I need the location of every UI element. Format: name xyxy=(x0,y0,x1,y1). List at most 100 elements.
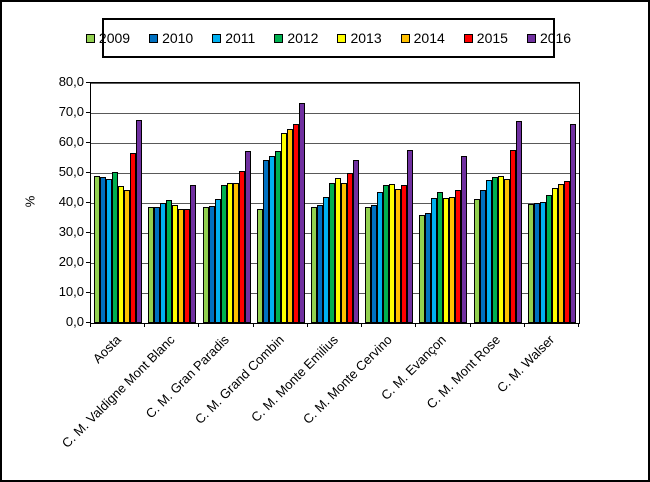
legend-swatch-icon xyxy=(85,33,95,43)
bar-2012-C. M. Monte Cervino xyxy=(383,185,389,323)
bar-2011-C. M. Monte Cervino xyxy=(377,192,383,323)
bar-2013-C. M. Grand Combin xyxy=(281,133,287,323)
bar-2010-C. M. Grand Combin xyxy=(263,160,269,323)
legend-label: 2012 xyxy=(287,30,319,46)
legend-label: 2009 xyxy=(98,30,131,46)
y-tick-label: 50,0 xyxy=(58,164,84,179)
bar-2012-C. M. Valdigne Mont Blanc xyxy=(166,200,172,323)
bar-2013-C. M. Mont Rose xyxy=(498,176,504,323)
bar-2009-C. M. Valdigne Mont Blanc xyxy=(148,207,154,323)
bar-2013-C. M. Valdigne Mont Blanc xyxy=(172,205,178,323)
bar-2011-C. M. Mont Rose xyxy=(486,180,492,323)
gridline-y-70 xyxy=(91,113,579,114)
x-tick-mark xyxy=(253,323,254,327)
gridline-y-60 xyxy=(91,143,579,144)
bar-2015-Aosta xyxy=(130,153,136,323)
bar-2013-C. M. Walser xyxy=(552,188,558,323)
legend-label: 2013 xyxy=(350,30,382,46)
bar-2012-C. M. Mont Rose xyxy=(492,177,498,323)
bar-2016-C. M. Monte Cervino xyxy=(407,150,413,323)
y-tick-label: 40,0 xyxy=(58,194,84,209)
legend-item-2009: 2009 xyxy=(85,30,131,46)
y-tick-mark xyxy=(86,262,90,263)
bar-2014-C. M. Evançon xyxy=(449,197,455,323)
bar-2014-Aosta xyxy=(124,190,130,323)
legend-item-2010: 2010 xyxy=(149,30,193,46)
bar-2010-C. M. Monte Emilius xyxy=(317,205,323,323)
legend-swatch-icon xyxy=(149,33,159,43)
bar-2013-C. M. Evançon xyxy=(443,198,449,323)
bar-2015-C. M. Gran Paradis xyxy=(239,171,245,323)
legend-label: 2015 xyxy=(476,30,508,46)
bar-2011-C. M. Valdigne Mont Blanc xyxy=(160,203,166,323)
bar-2009-C. M. Mont Rose xyxy=(474,199,480,323)
bar-2015-C. M. Mont Rose xyxy=(510,150,516,323)
bar-2009-C. M. Monte Cervino xyxy=(365,207,371,323)
y-tick-mark xyxy=(86,112,90,113)
legend-label: 2016 xyxy=(539,30,572,46)
legend-swatch-icon xyxy=(337,33,347,43)
x-tick-mark xyxy=(90,323,91,327)
legend-swatch-icon xyxy=(400,33,410,43)
bar-2012-C. M. Evançon xyxy=(437,192,443,323)
bar-2016-C. M. Valdigne Mont Blanc xyxy=(190,185,196,323)
bar-2015-C. M. Monte Emilius xyxy=(347,173,353,323)
bar-2016-C. M. Gran Paradis xyxy=(245,151,251,323)
legend-item-2014: 2014 xyxy=(400,30,445,46)
bar-2009-Aosta xyxy=(94,176,100,323)
bar-2010-C. M. Mont Rose xyxy=(480,190,486,323)
x-tick-mark xyxy=(415,323,416,327)
bar-2010-Aosta xyxy=(100,177,106,323)
bar-2012-C. M. Grand Combin xyxy=(275,151,281,323)
y-tick-label: 70,0 xyxy=(58,104,84,119)
legend-label: 2010 xyxy=(162,30,194,46)
bar-2015-C. M. Monte Cervino xyxy=(401,185,407,323)
bar-2011-C. M. Monte Emilius xyxy=(323,197,329,323)
legend-label: 2014 xyxy=(413,30,445,46)
bar-2014-C. M. Valdigne Mont Blanc xyxy=(178,209,184,323)
bar-2016-C. M. Walser xyxy=(570,124,576,323)
bar-2011-Aosta xyxy=(106,179,112,323)
bar-2014-C. M. Monte Cervino xyxy=(395,189,401,323)
bar-2013-C. M. Gran Paradis xyxy=(227,183,233,323)
legend-swatch-icon xyxy=(526,33,536,43)
legend-item-2016: 2016 xyxy=(526,30,572,46)
legend-swatch-icon xyxy=(212,33,222,43)
x-tick-mark xyxy=(578,323,579,327)
bar-2012-Aosta xyxy=(112,172,118,323)
y-tick-mark xyxy=(86,202,90,203)
bar-2014-C. M. Gran Paradis xyxy=(233,183,239,323)
bar-2009-C. M. Grand Combin xyxy=(257,209,263,323)
bar-2016-C. M. Monte Emilius xyxy=(353,160,359,323)
bar-2009-C. M. Gran Paradis xyxy=(203,207,209,323)
bar-2015-C. M. Evançon xyxy=(455,190,461,323)
bar-2010-C. M. Evançon xyxy=(425,213,431,323)
bar-2014-C. M. Grand Combin xyxy=(287,129,293,323)
bar-2013-C. M. Monte Emilius xyxy=(335,178,341,323)
plot-area xyxy=(90,82,580,324)
bar-2014-C. M. Mont Rose xyxy=(504,179,510,323)
y-tick-label: 10,0 xyxy=(58,284,84,299)
y-tick-mark xyxy=(86,232,90,233)
bar-2016-Aosta xyxy=(136,120,142,323)
y-tick-label: 30,0 xyxy=(58,224,84,239)
bar-2010-C. M. Walser xyxy=(534,203,540,323)
x-tick-mark xyxy=(470,323,471,327)
bar-2014-C. M. Monte Emilius xyxy=(341,183,347,323)
bar-2011-C. M. Gran Paradis xyxy=(215,199,221,323)
bar-2010-C. M. Gran Paradis xyxy=(209,206,215,323)
bar-2011-C. M. Walser xyxy=(540,202,546,323)
y-axis-title: % xyxy=(22,195,38,208)
legend-swatch-icon xyxy=(274,33,284,43)
y-tick-label: 60,0 xyxy=(58,134,84,149)
bar-2015-C. M. Valdigne Mont Blanc xyxy=(184,209,190,323)
bar-2014-C. M. Walser xyxy=(558,184,564,323)
bar-2013-Aosta xyxy=(118,186,124,323)
bar-2009-C. M. Walser xyxy=(528,204,534,323)
bar-2013-C. M. Monte Cervino xyxy=(389,184,395,323)
bar-2012-C. M. Walser xyxy=(546,195,552,323)
x-tick-mark xyxy=(361,323,362,327)
x-tick-mark xyxy=(524,323,525,327)
x-category-label: Aosta xyxy=(89,332,124,367)
